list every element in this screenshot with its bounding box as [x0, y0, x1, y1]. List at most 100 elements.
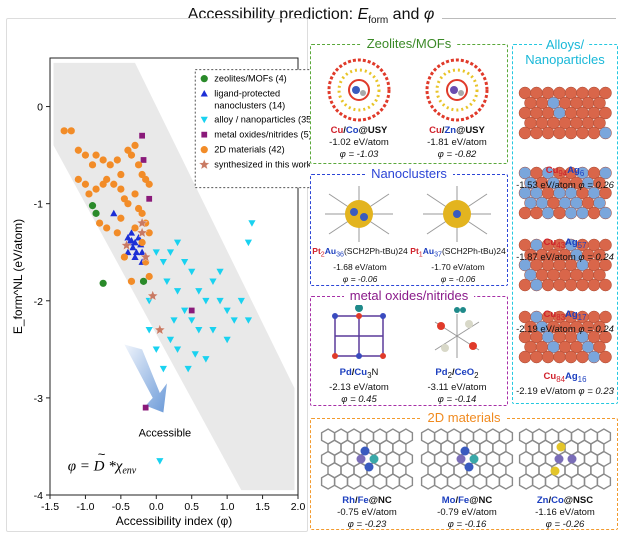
data-point [124, 234, 132, 241]
data-point [209, 327, 217, 334]
data-point [138, 209, 146, 217]
data-point [131, 141, 139, 149]
alloy-caption-4: Cu84Ag16 -2.19 eV/atom φ = 0.23 [516, 371, 614, 397]
data-point [216, 268, 224, 276]
legend-label: synthesized in this work (6) [214, 160, 310, 170]
data-point [120, 253, 128, 261]
nanocluster-structures [325, 186, 491, 242]
data-point [81, 151, 90, 159]
data-point [110, 180, 118, 188]
data-point [134, 234, 143, 241]
legend-label: 2D materials (42) [214, 145, 284, 155]
data-point [103, 175, 111, 183]
scatter-plot: -1.5 -1.0 -0.5 0.0 0.5 1.0 1.5 2.0 0 -1 -2 -3 -4 Acce… [11, 57, 310, 528]
alloy-caption-3: Cu83Ag17 -2.19 eV/atom φ = 0.24 [516, 309, 614, 335]
data-point [139, 277, 148, 285]
data-point [124, 248, 132, 256]
alloy-caption-2: Cu43Ag57 -1.87 eV/atom φ = 0.24 [516, 237, 614, 263]
accessible-label: Accessible [139, 428, 192, 440]
data-point [132, 248, 141, 256]
axes: -1.5 -1.0 -0.5 0.0 0.5 1.0 1.5 2.0 0 -1 -2 -3 -4 Acce… [11, 57, 305, 528]
data-point [140, 251, 152, 262]
x-tick-label: 0.0 [149, 501, 164, 513]
data-point [127, 277, 136, 285]
data-point [139, 132, 145, 139]
oxides-panel: metal oxides/nitrides Pd/Cu3N -2.13 eV/a… [310, 288, 508, 406]
data-point [131, 238, 139, 246]
zeolite-structure-2 [425, 58, 489, 122]
data-point [152, 249, 160, 256]
data-point [200, 146, 208, 154]
data-point [223, 307, 231, 315]
data-point [152, 346, 160, 353]
y-tick-label: -4 [34, 490, 43, 502]
data-point [92, 151, 100, 159]
legend-label: metal oxides/nitrides (5) [214, 130, 310, 140]
data-point [200, 116, 208, 124]
data-point [127, 236, 136, 244]
x-tick-label: 1.5 [255, 501, 270, 513]
data-point [181, 259, 189, 266]
y-tick-label: 0 [37, 102, 43, 114]
data-point [154, 323, 166, 335]
legend-label: nanoclusters (14) [214, 101, 285, 111]
data-point [110, 209, 118, 217]
data-point [184, 365, 192, 373]
legend-label: alloy / nanoparticles (35) [214, 115, 310, 125]
data-point [230, 317, 238, 324]
data-point [173, 239, 182, 247]
data-point [120, 239, 133, 251]
x-tick-label: -1.0 [76, 501, 94, 513]
data-point [117, 185, 125, 193]
data-point [92, 185, 100, 193]
oxide-caption-1: Pd/Cu3N -2.13 eV/atom φ = 0.45 [329, 367, 389, 405]
data-point [81, 180, 90, 188]
data-point [159, 259, 167, 266]
data-point [173, 288, 182, 295]
alloys-title: Alloys/Nanoparticles [523, 37, 607, 67]
data-point [138, 248, 146, 256]
nanocluster-caption-1: Pt2Au36(SCH2Ph-tBu)24 -1.68 eV/atom φ = … [312, 246, 408, 284]
data-point [88, 202, 97, 210]
data-point [209, 278, 217, 285]
data-point [142, 404, 149, 411]
data-point [131, 253, 139, 260]
plot-frame [6, 18, 308, 532]
data-point [74, 175, 82, 183]
data-point [156, 458, 164, 465]
data-point [159, 365, 167, 373]
data-point [96, 219, 104, 227]
data-point [127, 151, 136, 159]
data-point [188, 268, 196, 276]
x-tick-label: -0.5 [112, 501, 130, 513]
data-point [138, 238, 146, 247]
data-point [191, 351, 199, 358]
twod-caption-1: Rh/Fe@NC -0.75 eV/atom φ = -0.23 [337, 495, 397, 530]
x-axis-label: Accessibility index (φ) [116, 514, 232, 528]
data-point [181, 307, 189, 315]
data-point [117, 214, 125, 222]
data-point [248, 220, 256, 227]
data-point [92, 209, 100, 217]
x-tick-label: -1.5 [41, 501, 59, 513]
zeolite-structure-1 [327, 58, 391, 122]
oxide-caption-2: Pd2/CeO2 -3.11 eV/atom φ = -0.14 [427, 367, 487, 405]
nanocluster-caption-2: Pt1Au37(SCH2Ph-tBu)24 -1.70 eV/atom φ = … [410, 246, 506, 284]
data-point [145, 272, 153, 281]
alloy-structures [518, 86, 612, 364]
formula-tilde: ~ [98, 447, 106, 462]
data-point [85, 190, 93, 198]
y-axis-label: E_form^NL (eV/atom) [11, 219, 25, 334]
data-point [140, 157, 147, 163]
data-point [67, 127, 75, 135]
data-point [113, 156, 121, 164]
data-point [163, 278, 171, 285]
x-tick-label: 0.5 [184, 501, 199, 513]
accessible-arrow: Accessible [124, 344, 192, 440]
formula: φ = D *χenv [68, 459, 137, 477]
data-point [223, 336, 231, 344]
data-point [60, 127, 68, 135]
accessible-band [53, 62, 295, 491]
data-point [216, 297, 224, 305]
data-point [146, 195, 153, 202]
